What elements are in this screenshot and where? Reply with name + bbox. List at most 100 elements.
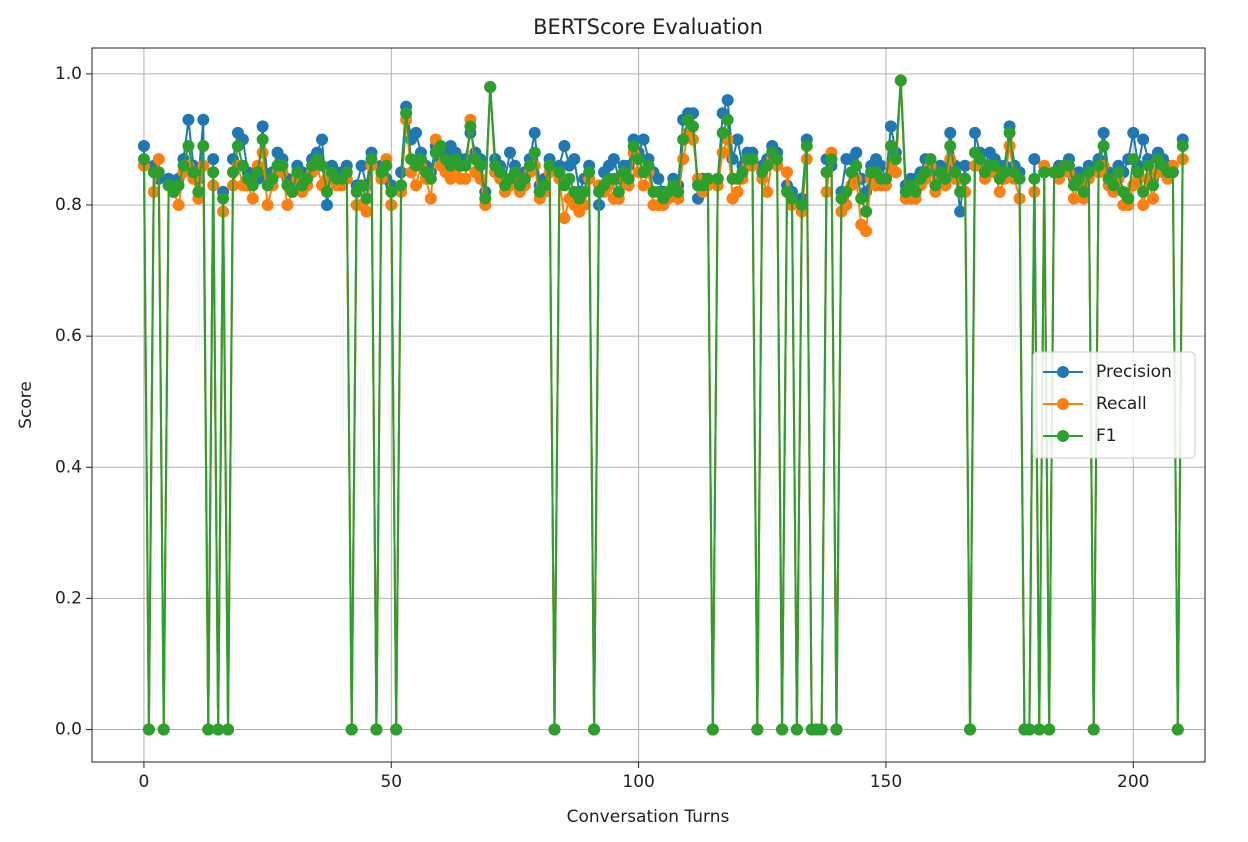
data-point <box>785 192 798 205</box>
data-point <box>1137 133 1150 146</box>
data-point <box>518 172 531 185</box>
data-point <box>340 166 353 179</box>
data-point <box>202 723 215 736</box>
data-point <box>553 166 566 179</box>
data-point <box>1028 153 1041 166</box>
data-point <box>410 179 423 192</box>
data-point <box>370 723 383 736</box>
data-point <box>1092 159 1105 172</box>
data-point <box>924 153 937 166</box>
data-point <box>860 225 873 238</box>
data-point <box>236 159 249 172</box>
data-point <box>607 153 620 166</box>
data-point <box>622 172 635 185</box>
data-point <box>414 153 427 166</box>
data-point <box>1097 126 1110 139</box>
data-point <box>855 192 868 205</box>
data-point <box>474 172 487 185</box>
data-point <box>152 166 165 179</box>
data-point <box>320 199 333 212</box>
data-point <box>217 192 230 205</box>
data-point <box>345 723 358 736</box>
data-point <box>632 153 645 166</box>
data-point <box>256 120 269 133</box>
legend-marker <box>1057 398 1069 410</box>
data-point <box>964 723 977 736</box>
data-point <box>1112 166 1125 179</box>
legend-label: Recall <box>1096 394 1147 414</box>
data-point <box>815 723 828 736</box>
x-tick-label: 50 <box>380 772 402 792</box>
y-axis-label: Score <box>16 381 36 429</box>
data-point <box>281 199 294 212</box>
data-point <box>474 159 487 172</box>
data-point <box>919 166 932 179</box>
data-point <box>187 166 200 179</box>
data-point <box>790 723 803 736</box>
data-point <box>1097 140 1110 153</box>
data-point <box>528 146 541 159</box>
data-point <box>716 126 729 139</box>
data-point <box>944 126 957 139</box>
data-point <box>246 179 259 192</box>
data-point <box>711 172 724 185</box>
data-point <box>929 179 942 192</box>
data-point <box>973 153 986 166</box>
data-point <box>464 120 477 133</box>
data-point <box>360 205 373 218</box>
data-point <box>1132 166 1145 179</box>
data-point <box>390 723 403 736</box>
data-point <box>251 166 264 179</box>
data-point <box>776 723 789 736</box>
data-point <box>177 159 190 172</box>
data-point <box>988 159 1001 172</box>
data-point <box>944 140 957 153</box>
data-point <box>731 133 744 146</box>
data-point <box>578 185 591 198</box>
data-point <box>884 120 897 133</box>
data-point <box>508 166 521 179</box>
data-point <box>820 166 833 179</box>
data-point <box>276 159 289 172</box>
data-point <box>850 146 863 159</box>
data-point <box>355 179 368 192</box>
data-point <box>1062 159 1075 172</box>
data-point <box>424 192 437 205</box>
data-point <box>360 192 373 205</box>
data-point <box>860 205 873 218</box>
data-point <box>261 199 274 212</box>
data-point <box>523 159 536 172</box>
data-point <box>301 172 314 185</box>
data-point <box>137 140 150 153</box>
data-point <box>1077 185 1090 198</box>
data-point <box>1043 723 1056 736</box>
data-point <box>459 159 472 172</box>
data-point <box>993 185 1006 198</box>
x-axis-label: Conversation Turns <box>567 807 730 827</box>
data-point <box>222 723 235 736</box>
data-point <box>479 192 492 205</box>
x-tick-label: 0 <box>139 772 150 792</box>
data-point <box>400 107 413 120</box>
data-point <box>1028 172 1041 185</box>
legend-label: Precision <box>1096 362 1172 382</box>
legend-label: F1 <box>1096 426 1117 446</box>
data-point <box>672 185 685 198</box>
data-point <box>316 159 329 172</box>
data-point <box>558 212 571 225</box>
data-point <box>320 185 333 198</box>
data-point <box>291 166 304 179</box>
data-point <box>825 153 838 166</box>
data-point <box>385 185 398 198</box>
legend-marker <box>1057 366 1069 378</box>
data-point <box>226 166 239 179</box>
data-point <box>563 172 576 185</box>
y-tick-label: 1.0 <box>55 64 82 84</box>
data-point <box>1147 192 1160 205</box>
data-point <box>1033 723 1046 736</box>
data-point <box>380 159 393 172</box>
data-point <box>142 723 155 736</box>
data-point <box>894 74 907 87</box>
data-point <box>1127 126 1140 139</box>
